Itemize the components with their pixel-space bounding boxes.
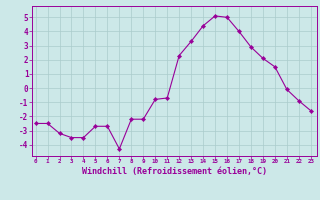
X-axis label: Windchill (Refroidissement éolien,°C): Windchill (Refroidissement éolien,°C) bbox=[82, 167, 267, 176]
